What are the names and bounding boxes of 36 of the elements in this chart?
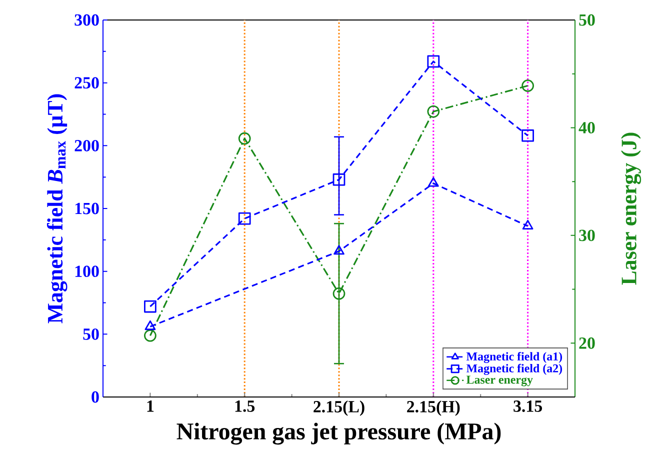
y2-tick-label: 40 — [578, 122, 595, 134]
point — [522, 80, 534, 92]
y2-tick-label: 20 — [579, 337, 595, 349]
y2-tick-label: 50 — [579, 14, 595, 26]
point — [144, 320, 156, 330]
point — [428, 177, 439, 187]
legend-label: Laser energy — [466, 376, 533, 386]
y-tick-label: 300 — [74, 14, 99, 26]
x-tick-label: 2.15(H) — [407, 400, 460, 416]
x-tick-label: 2.15(L) — [314, 400, 364, 416]
y-tick-label: 50 — [83, 328, 99, 340]
y-tick-label: 200 — [74, 140, 99, 152]
point — [332, 173, 346, 186]
x-tick-label: 3.15 — [514, 400, 542, 412]
point — [522, 129, 534, 142]
y2-axis-title: Laser energy (J) — [621, 132, 642, 285]
point — [427, 55, 440, 68]
point — [144, 329, 156, 342]
y-tick-label: 0 — [92, 391, 99, 403]
x-axis-title: Nitrogen gas jet pressure (MPa) — [176, 422, 501, 445]
point — [238, 212, 251, 225]
legend-label: Magnetic field (a1) — [466, 352, 562, 364]
y2-tick-label: 30 — [579, 230, 595, 242]
y-tick-label: 100 — [75, 266, 99, 278]
legend-label: Magnetic field (a2) — [466, 364, 562, 375]
x-tick-label: 1 — [147, 400, 154, 412]
point — [334, 245, 344, 255]
y-axis-title: Magnetic field B$_{max}$ (μT) — [46, 94, 68, 324]
y-tick-label: 150 — [75, 202, 99, 214]
y-tick-label: 250 — [74, 77, 99, 89]
point — [332, 287, 346, 300]
point — [238, 132, 251, 145]
point — [144, 300, 156, 313]
point — [522, 220, 534, 230]
x-tick-label: 1.5 — [235, 400, 255, 412]
point — [427, 105, 440, 118]
